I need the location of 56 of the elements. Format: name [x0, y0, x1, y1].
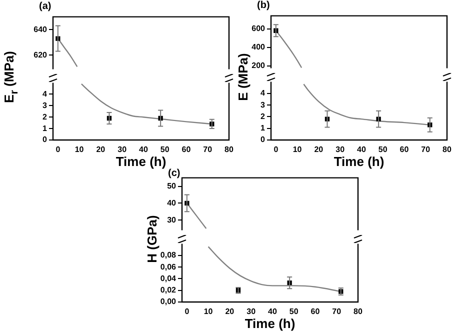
y-tick-label: 0: [42, 135, 48, 144]
y-tick-label: 0,08: [160, 250, 177, 260]
y-axis-title: E (MPa): [236, 52, 250, 100]
x-tick-label: 10: [74, 145, 84, 154]
y-tick-label: 0,06: [160, 262, 177, 272]
x-tick-label: 40: [139, 145, 148, 154]
y-tick-label: 2: [260, 112, 266, 121]
y-tick-label: 0: [260, 135, 266, 144]
y-tick-label: 3: [260, 100, 266, 110]
x-tick-label: 40: [268, 307, 278, 316]
x-axis-title: Time (h): [244, 316, 296, 331]
x-tick-label: 50: [378, 145, 388, 154]
y-tick-label: 0,00: [160, 297, 177, 306]
x-tick-label: 20: [314, 145, 324, 154]
y-tick-label: 1: [260, 124, 266, 133]
chart-title: (c): [168, 168, 180, 179]
y-tick-label: 0,04: [160, 274, 177, 283]
y-tick-label: 400: [252, 42, 266, 52]
y-tick-label: 30: [167, 215, 177, 224]
x-axis-title: Time (h): [334, 154, 384, 169]
x-tick-label: 60: [400, 145, 410, 154]
y-axis-title: H (GPa): [144, 214, 160, 262]
x-tick-label: 0: [274, 145, 279, 154]
x-tick-label: 30: [118, 145, 128, 154]
x-tick-label: 80: [224, 145, 234, 154]
y-tick-label: 200: [252, 61, 266, 70]
y-tick-label: 1: [42, 124, 48, 133]
y-tick-label: 4: [42, 89, 48, 98]
x-tick-label: 60: [182, 145, 192, 154]
x-tick-label: 0: [56, 145, 61, 154]
y-tick-label: 50: [167, 181, 177, 190]
chart-title: (b): [257, 0, 270, 11]
x-tick-label: 80: [354, 307, 363, 316]
x-tick-label: 20: [96, 145, 106, 154]
x-tick-label: 30: [336, 145, 346, 154]
y-tick-label: 600: [252, 24, 266, 33]
x-tick-label: 10: [204, 307, 214, 316]
x-tick-label: 40: [357, 145, 366, 154]
x-tick-label: 20: [225, 307, 235, 316]
x-tick-label: 60: [310, 307, 320, 316]
x-axis-title: Time (h): [116, 154, 166, 169]
y-tick-label: 0,02: [160, 286, 177, 295]
x-tick-label: 50: [289, 307, 299, 316]
y-tick-label: 4: [260, 88, 266, 98]
x-tick-label: 0: [184, 307, 190, 316]
x-tick-label: 80: [442, 145, 452, 154]
y-tick-label: 620: [34, 50, 48, 60]
y-tick-label: 40: [167, 198, 177, 208]
x-tick-label: 70: [332, 307, 342, 316]
y-tick-label: 640: [34, 24, 48, 34]
x-tick-label: 70: [421, 145, 431, 154]
y-tick-label: 3: [42, 100, 48, 110]
x-tick-label: 70: [203, 145, 213, 154]
x-tick-label: 10: [292, 145, 302, 154]
y-tick-label: 2: [42, 112, 48, 122]
chart-title: (a): [39, 1, 52, 12]
